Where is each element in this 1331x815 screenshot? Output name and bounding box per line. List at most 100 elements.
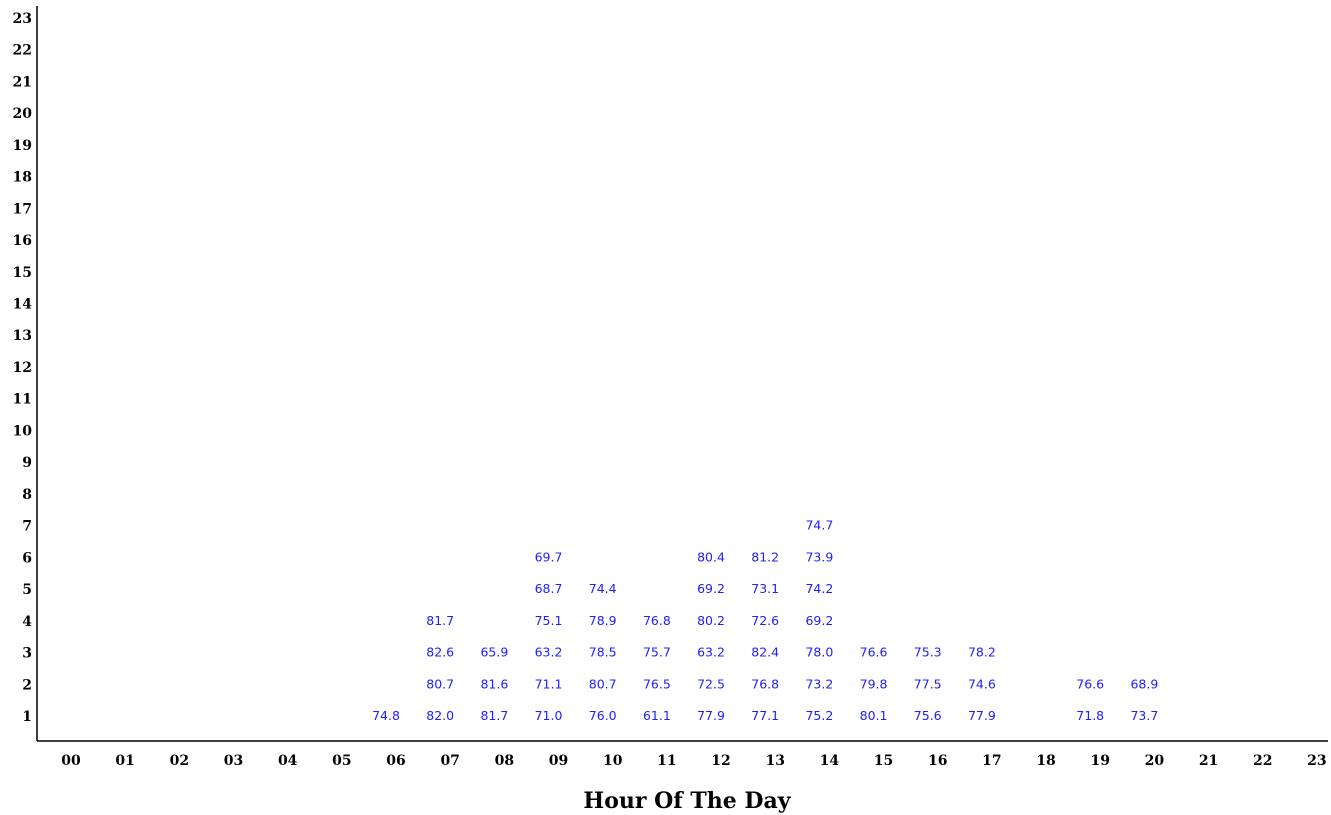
x-tick-label: 22 xyxy=(1253,753,1272,769)
y-tick-label: 7 xyxy=(22,519,32,535)
cell-value: 73.7 xyxy=(1130,708,1158,723)
y-tick-label: 21 xyxy=(13,74,32,90)
x-tick-label: 00 xyxy=(61,753,81,769)
cell-value: 78.5 xyxy=(589,645,617,660)
cell-value: 81.7 xyxy=(480,708,508,723)
x-axis-title: Hour Of The Day xyxy=(583,788,791,814)
y-tick-label: 19 xyxy=(13,138,32,154)
cell-value: 80.1 xyxy=(860,708,888,723)
cell-value: 68.7 xyxy=(535,581,563,596)
x-tick-label: 01 xyxy=(115,753,134,769)
y-tick-label: 15 xyxy=(13,265,32,281)
cell-value: 72.5 xyxy=(697,676,725,691)
x-tick-label: 04 xyxy=(278,753,298,769)
cell-value: 69.7 xyxy=(535,549,563,564)
cell-value: 75.7 xyxy=(643,645,671,660)
y-tick-label: 17 xyxy=(13,201,32,217)
cell-value: 75.6 xyxy=(914,708,942,723)
x-tick-label: 03 xyxy=(224,753,243,769)
cell-value: 78.9 xyxy=(589,613,617,628)
cell-value: 69.2 xyxy=(805,613,833,628)
x-tick-label: 19 xyxy=(1090,753,1109,769)
y-tick-label: 10 xyxy=(13,423,33,439)
y-tick-label: 18 xyxy=(13,170,32,186)
cell-value: 61.1 xyxy=(643,708,671,723)
x-tick-label: 05 xyxy=(332,753,351,769)
cell-value: 71.1 xyxy=(535,676,563,691)
cell-value: 77.9 xyxy=(697,708,725,723)
cell-values: 74.8 82.0 80.7 82.6 81.7 81.7 81.6 65.9 71.0 71.1… xyxy=(372,518,1158,723)
x-tick-labels: 00 01 02 03 04 05 06 07 08 09 10 11 12 13 14 15 16 17 18 19… xyxy=(61,753,1326,769)
cell-value: 63.2 xyxy=(535,645,563,660)
y-tick-label: 5 xyxy=(22,582,32,598)
y-tick-label: 13 xyxy=(13,328,32,344)
cell-value: 77.5 xyxy=(914,676,942,691)
cell-value: 73.1 xyxy=(751,581,779,596)
x-tick-label: 16 xyxy=(928,753,947,769)
cell-value: 82.0 xyxy=(426,708,454,723)
cell-value: 74.6 xyxy=(968,676,996,691)
x-tick-label: 15 xyxy=(874,753,893,769)
cell-value: 76.8 xyxy=(751,676,779,691)
cell-value: 78.2 xyxy=(968,645,996,660)
cell-value: 76.0 xyxy=(589,708,617,723)
cell-value: 76.5 xyxy=(643,676,671,691)
x-tick-label: 17 xyxy=(982,753,1001,769)
cell-value: 80.7 xyxy=(426,676,454,691)
y-tick-label: 14 xyxy=(13,297,33,313)
x-tick-label: 10 xyxy=(603,753,623,769)
cell-value: 81.7 xyxy=(426,613,454,628)
x-tick-label: 20 xyxy=(1145,753,1165,769)
y-tick-label: 1 xyxy=(22,709,32,725)
cell-value: 79.8 xyxy=(860,676,888,691)
cell-value: 80.2 xyxy=(697,613,725,628)
y-tick-label: 9 xyxy=(22,455,32,471)
y-tick-label: 12 xyxy=(13,360,32,376)
x-tick-label: 23 xyxy=(1307,753,1326,769)
x-tick-label: 12 xyxy=(711,753,730,769)
x-tick-label: 06 xyxy=(386,753,405,769)
y-tick-label: 6 xyxy=(22,550,32,566)
cell-value: 76.6 xyxy=(860,645,888,660)
cell-value: 81.2 xyxy=(751,549,779,564)
cell-value: 71.0 xyxy=(535,708,563,723)
y-tick-label: 3 xyxy=(22,646,32,662)
y-tick-label: 23 xyxy=(13,11,32,27)
cell-value: 69.2 xyxy=(697,581,725,596)
cell-value: 73.2 xyxy=(805,676,833,691)
cell-value: 76.6 xyxy=(1076,676,1104,691)
cell-value: 80.4 xyxy=(697,549,725,564)
cell-value: 76.8 xyxy=(643,613,671,628)
y-tick-label: 20 xyxy=(13,106,33,122)
cell-value: 74.2 xyxy=(805,581,833,596)
cell-value: 72.6 xyxy=(751,613,779,628)
cell-value: 82.6 xyxy=(426,645,454,660)
y-tick-label: 11 xyxy=(13,392,32,408)
cell-value: 74.8 xyxy=(372,708,400,723)
y-tick-label: 8 xyxy=(22,487,32,503)
cell-value: 80.7 xyxy=(589,676,617,691)
cell-value: 74.4 xyxy=(589,581,617,596)
cell-value: 82.4 xyxy=(751,645,779,660)
y-tick-label: 22 xyxy=(13,43,32,59)
cell-value: 81.6 xyxy=(480,676,508,691)
cell-value: 74.7 xyxy=(805,518,833,533)
cell-value: 73.9 xyxy=(805,549,833,564)
y-tick-label: 16 xyxy=(13,233,32,249)
cell-value: 63.2 xyxy=(697,645,725,660)
x-tick-label: 11 xyxy=(657,753,676,769)
x-tick-label: 14 xyxy=(820,753,840,769)
cell-value: 78.0 xyxy=(805,645,833,660)
cell-value: 75.2 xyxy=(805,708,833,723)
cell-value: 71.8 xyxy=(1076,708,1104,723)
cell-value: 77.9 xyxy=(968,708,996,723)
x-tick-label: 02 xyxy=(170,753,189,769)
cell-value: 75.1 xyxy=(535,613,563,628)
x-tick-label: 09 xyxy=(549,753,568,769)
y-tick-label: 2 xyxy=(22,677,32,693)
cell-value: 65.9 xyxy=(480,645,508,660)
x-tick-label: 21 xyxy=(1199,753,1218,769)
cell-value: 68.9 xyxy=(1130,676,1158,691)
